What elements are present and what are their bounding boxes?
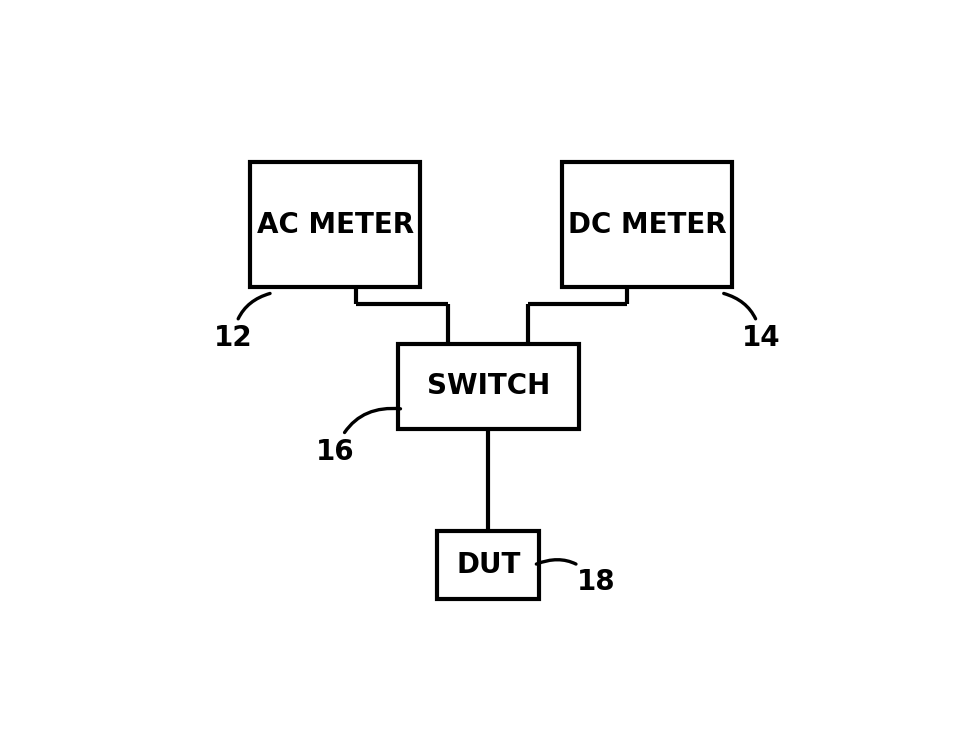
Bar [250,162,420,287]
Bar [397,343,579,429]
Text: 12: 12 [214,293,270,352]
Bar [562,162,733,287]
Bar [438,531,540,599]
Text: 14: 14 [724,293,780,352]
Text: SWITCH: SWITCH [427,372,550,400]
Text: 18: 18 [536,559,615,596]
Text: DC METER: DC METER [568,211,727,239]
Text: AC METER: AC METER [256,211,414,239]
Text: 16: 16 [316,408,400,466]
Text: DUT: DUT [456,551,521,579]
